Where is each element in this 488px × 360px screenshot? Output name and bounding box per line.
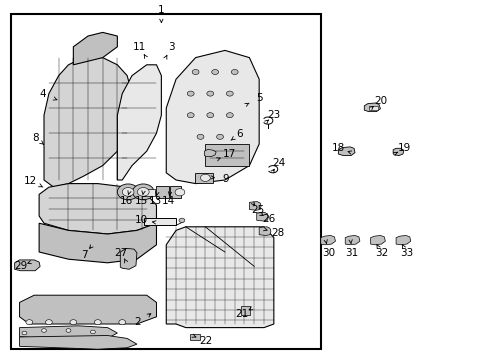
- Text: 30: 30: [322, 248, 334, 258]
- Text: 2: 2: [134, 317, 141, 327]
- Text: 25: 25: [251, 204, 264, 215]
- Text: 13: 13: [148, 196, 162, 206]
- Circle shape: [187, 91, 194, 96]
- Bar: [240, 306, 250, 315]
- Polygon shape: [392, 148, 403, 156]
- Circle shape: [26, 320, 33, 325]
- Polygon shape: [256, 212, 268, 221]
- Circle shape: [179, 218, 184, 222]
- Circle shape: [192, 69, 199, 75]
- Bar: [144, 189, 154, 196]
- Circle shape: [175, 189, 184, 196]
- Polygon shape: [204, 149, 216, 157]
- Text: 8: 8: [32, 132, 39, 143]
- Circle shape: [117, 184, 139, 200]
- Circle shape: [216, 134, 223, 139]
- Text: 6: 6: [236, 129, 243, 139]
- Circle shape: [94, 320, 101, 325]
- Bar: [194, 173, 213, 183]
- Circle shape: [41, 329, 46, 332]
- Polygon shape: [44, 58, 132, 187]
- Text: 14: 14: [161, 196, 175, 206]
- Text: 19: 19: [397, 143, 411, 153]
- Text: 27: 27: [114, 248, 128, 258]
- Text: 23: 23: [266, 110, 280, 120]
- Polygon shape: [39, 184, 156, 234]
- Bar: [189, 334, 200, 340]
- Circle shape: [187, 113, 194, 118]
- Circle shape: [206, 91, 213, 96]
- Polygon shape: [395, 235, 410, 245]
- Text: 29: 29: [14, 261, 27, 271]
- Text: 21: 21: [235, 309, 248, 319]
- Circle shape: [122, 188, 134, 196]
- Text: 18: 18: [331, 143, 345, 153]
- Polygon shape: [20, 295, 156, 324]
- Bar: [11, 14, 321, 349]
- Polygon shape: [249, 202, 261, 210]
- Circle shape: [211, 69, 218, 75]
- Polygon shape: [338, 147, 354, 156]
- Polygon shape: [364, 103, 380, 112]
- Circle shape: [231, 69, 238, 75]
- Circle shape: [200, 174, 210, 181]
- Text: 32: 32: [374, 248, 387, 258]
- Text: 17: 17: [223, 149, 236, 159]
- Text: 15: 15: [135, 196, 148, 206]
- Polygon shape: [370, 235, 385, 245]
- Polygon shape: [15, 260, 40, 271]
- Polygon shape: [20, 326, 117, 340]
- Bar: [368, 106, 377, 110]
- Text: 24: 24: [271, 158, 285, 168]
- Polygon shape: [345, 235, 359, 245]
- Polygon shape: [259, 227, 270, 235]
- Circle shape: [137, 188, 149, 196]
- Text: 20: 20: [373, 96, 386, 106]
- Bar: [205, 144, 249, 166]
- Polygon shape: [120, 248, 137, 269]
- Circle shape: [226, 113, 233, 118]
- Text: 33: 33: [399, 248, 413, 258]
- Polygon shape: [117, 65, 161, 180]
- Circle shape: [226, 91, 233, 96]
- Circle shape: [66, 329, 71, 332]
- Circle shape: [132, 184, 154, 200]
- Circle shape: [119, 320, 125, 325]
- Circle shape: [70, 320, 77, 325]
- Circle shape: [90, 330, 95, 334]
- Text: 31: 31: [345, 248, 358, 258]
- Text: 10: 10: [135, 215, 148, 225]
- Circle shape: [197, 134, 203, 139]
- Text: 1: 1: [158, 5, 164, 15]
- Text: 26: 26: [262, 214, 275, 224]
- Text: 12: 12: [23, 176, 37, 186]
- Circle shape: [45, 320, 52, 325]
- Polygon shape: [20, 336, 137, 349]
- Text: 9: 9: [222, 174, 229, 184]
- Text: 5: 5: [255, 93, 262, 103]
- Text: 28: 28: [270, 228, 284, 238]
- Text: 11: 11: [132, 42, 146, 52]
- Text: 22: 22: [199, 336, 213, 346]
- Polygon shape: [73, 32, 117, 65]
- Bar: [144, 218, 176, 225]
- Text: 7: 7: [81, 250, 87, 260]
- Text: 4: 4: [40, 89, 46, 99]
- Circle shape: [22, 331, 27, 335]
- Text: 16: 16: [119, 196, 133, 206]
- Text: 3: 3: [167, 42, 174, 52]
- Polygon shape: [166, 227, 273, 328]
- Bar: [170, 186, 181, 198]
- Polygon shape: [39, 223, 156, 263]
- Circle shape: [206, 113, 213, 118]
- Polygon shape: [166, 50, 259, 184]
- Polygon shape: [320, 235, 335, 245]
- Bar: [155, 186, 169, 198]
